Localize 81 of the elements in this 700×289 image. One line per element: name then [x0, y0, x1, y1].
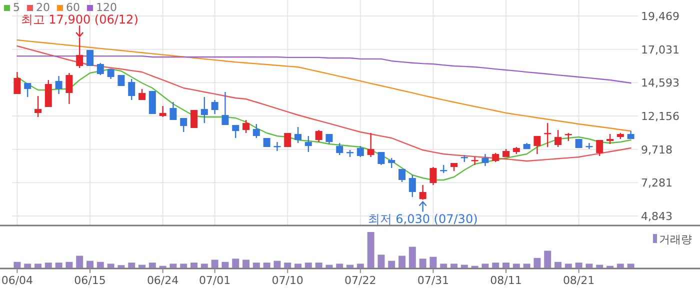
bar: [430, 256, 437, 268]
bar: [284, 262, 292, 268]
bar: [44, 262, 52, 268]
y-tick-label: 12,156: [641, 110, 680, 123]
x-tick-label: 08/21: [562, 274, 595, 287]
bar: [232, 258, 240, 268]
bar: [180, 264, 188, 268]
legend: 거래량: [653, 233, 692, 246]
bar: [86, 260, 94, 268]
bar: [304, 262, 312, 268]
bar: [118, 265, 125, 268]
bar: [336, 264, 344, 268]
annotation: 최저 6,030 (07/30): [368, 212, 478, 226]
bar: [440, 264, 448, 268]
bar: [138, 264, 146, 268]
bar: [356, 264, 364, 268]
y-tick-label: 17,031: [641, 43, 680, 56]
bar: [346, 264, 354, 268]
x-tick-label: 06/04: [1, 274, 34, 287]
bar: [523, 264, 530, 268]
bar: [419, 258, 426, 268]
y-tick-label: 7,281: [641, 176, 672, 190]
x-tick-label: 06/24: [146, 274, 179, 287]
annotation: 최고 17,900 (06/12): [20, 12, 138, 26]
bar: [544, 250, 552, 268]
bar: [200, 264, 208, 268]
bar: [450, 264, 458, 268]
bar: [34, 264, 42, 268]
bar: [211, 260, 218, 268]
bar: [128, 262, 136, 268]
x-tick-label: 08/11: [490, 274, 522, 287]
bar: [564, 264, 572, 268]
x-tick-label: 07/10: [272, 274, 304, 287]
bar: [534, 258, 541, 268]
x-tick-label: 07/01: [198, 274, 231, 287]
x-tick-label: 07/31: [417, 274, 450, 287]
bar: [14, 262, 21, 268]
bar: [66, 262, 73, 268]
bar: [596, 264, 604, 268]
bar: [398, 256, 406, 268]
bar: [242, 260, 250, 268]
bar: [263, 262, 270, 268]
bar: [107, 264, 114, 268]
bar: [326, 264, 333, 268]
legend-label: 거래량: [659, 233, 692, 246]
x-tick-label: 06/15: [74, 274, 106, 287]
bar: [274, 260, 281, 268]
y-tick-label: 19,469: [641, 10, 680, 23]
bar: [627, 264, 634, 268]
bar: [512, 264, 520, 268]
bar: [460, 264, 468, 268]
bar: [492, 262, 500, 268]
bar: [315, 262, 322, 268]
bar: [388, 260, 396, 268]
bar: [55, 262, 62, 268]
legend-label: 5: [13, 1, 20, 14]
bar: [378, 254, 385, 268]
bar: [190, 262, 198, 268]
bar: [148, 262, 156, 268]
bar: [408, 246, 416, 268]
bar: [482, 264, 489, 268]
bar: [586, 264, 593, 268]
bar: [502, 262, 510, 268]
legend-label: 60: [66, 1, 80, 14]
bar: [252, 262, 260, 268]
bar: [170, 264, 177, 268]
y-tick-label: 9,718: [641, 143, 672, 156]
bar: [294, 264, 302, 268]
bar: [222, 262, 229, 268]
legend-label: 120: [96, 1, 117, 14]
bar: [575, 262, 582, 268]
legend-label: 20: [36, 1, 50, 14]
y-tick-label: 14,593: [641, 76, 680, 90]
bar: [554, 262, 562, 268]
bar: [616, 264, 624, 268]
bar: [96, 262, 104, 268]
bar: [76, 256, 84, 268]
x-tick-label: 07/22: [344, 274, 376, 287]
bar: [24, 264, 32, 268]
y-tick-label: 4,843: [641, 210, 672, 223]
bar: [367, 232, 374, 268]
